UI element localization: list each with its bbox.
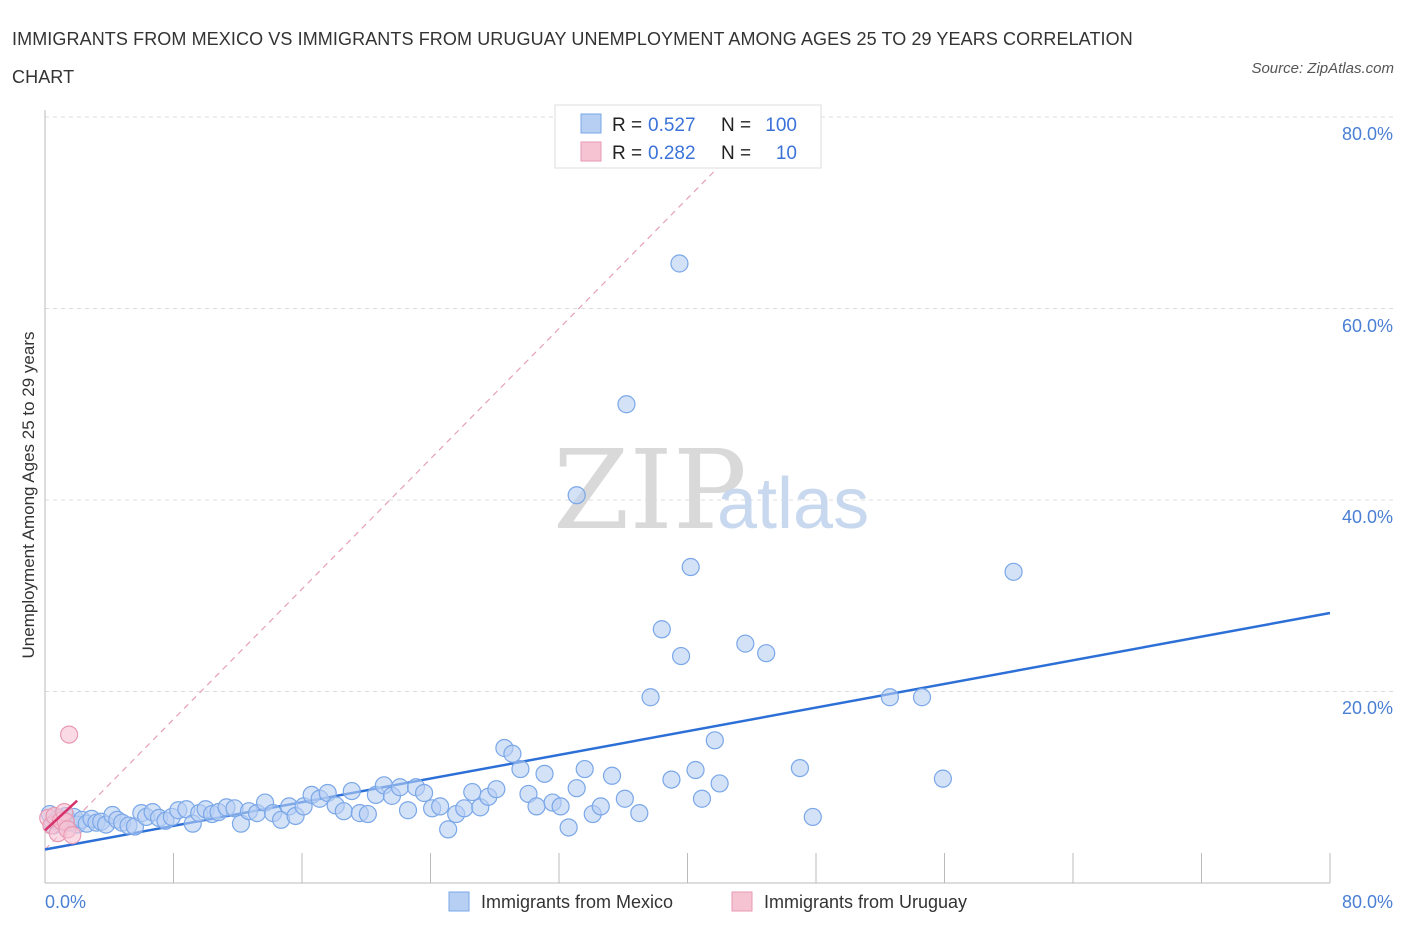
stats-n-value-uruguay: 10 — [776, 143, 797, 164]
point-mexico — [487, 780, 506, 799]
chart-title: IMMIGRANTS FROM MEXICO VS IMMIGRANTS FRO… — [12, 29, 1133, 87]
point-mexico — [575, 759, 594, 779]
grid-lines — [45, 116, 1393, 692]
point-uruguay — [63, 826, 82, 845]
point-mexico — [933, 769, 952, 788]
point-mexico — [681, 557, 700, 577]
point-mexico — [455, 799, 474, 818]
point-mexico — [390, 778, 410, 797]
point-mexico — [662, 770, 681, 789]
stats-n-label-mexico: N = — [721, 115, 751, 136]
point-mexico — [398, 801, 418, 820]
point-mexico — [567, 486, 586, 505]
y-tick-labels: 20.0% 40.0% 60.0% 80.0% — [1342, 124, 1393, 718]
y-tick-label-20: 20.0% — [1342, 698, 1393, 718]
point-mexico — [567, 779, 586, 798]
legend: Immigrants from Mexico Immigrants from U… — [448, 891, 967, 912]
point-mexico — [527, 797, 546, 816]
point-mexico — [358, 804, 377, 824]
x-tick-label-min: 0.0% — [45, 892, 86, 912]
point-mexico — [439, 820, 458, 839]
legend-label-uruguay: Immigrants from Uruguay — [764, 892, 967, 912]
point-mexico — [736, 634, 755, 653]
series-uruguay-points — [39, 725, 82, 845]
point-mexico — [705, 731, 724, 750]
point-mexico — [790, 758, 810, 778]
stats-r-label-mexico: R = — [612, 115, 642, 136]
point-mexico — [503, 744, 522, 763]
point-mexico — [652, 620, 671, 639]
point-mexico — [334, 802, 353, 821]
stats-r-value-mexico: 0.527 — [648, 115, 696, 136]
point-mexico — [641, 688, 660, 707]
watermark-zip: ZIP — [553, 426, 747, 554]
stats-n-label-uruguay: N = — [721, 143, 751, 164]
point-mexico — [880, 688, 899, 707]
point-uruguay — [59, 725, 79, 744]
point-mexico — [686, 760, 705, 780]
x-tick-marks — [44, 853, 1331, 883]
y-tick-label-80: 80.0% — [1342, 124, 1393, 144]
point-mexico — [602, 766, 622, 785]
point-mexico — [615, 789, 634, 808]
stats-box: R = 0.527 N = 100 R = 0.282 N = 10 — [554, 104, 822, 169]
point-mexico — [431, 797, 450, 816]
stats-swatch-mexico — [580, 113, 602, 134]
point-mexico — [463, 782, 482, 802]
point-mexico — [1004, 562, 1023, 581]
series-mexico-points — [40, 254, 1023, 839]
legend-swatch-mexico — [448, 891, 470, 912]
point-mexico — [591, 797, 610, 816]
stats-swatch-uruguay — [580, 141, 602, 162]
legend-swatch-uruguay — [731, 891, 753, 912]
legend-label-mexico: Immigrants from Mexico — [481, 892, 673, 912]
point-mexico — [912, 688, 932, 707]
point-mexico — [630, 804, 649, 823]
point-mexico — [670, 254, 689, 273]
point-mexico — [551, 797, 570, 816]
y-tick-label-60: 60.0% — [1342, 316, 1393, 336]
y-tick-label-40: 40.0% — [1342, 507, 1393, 527]
point-mexico — [342, 781, 361, 801]
x-tick-label-max: 80.0% — [1342, 892, 1393, 912]
point-mexico — [692, 789, 712, 808]
point-mexico — [559, 818, 578, 837]
point-mexico — [414, 783, 434, 803]
stats-n-value-mexico: 100 — [765, 115, 797, 136]
watermark-atlas: atlas — [717, 464, 869, 544]
point-mexico — [535, 764, 554, 783]
point-mexico — [511, 759, 530, 779]
stats-r-label-uruguay: R = — [612, 143, 642, 164]
point-mexico — [710, 774, 729, 793]
source-label: Source: ZipAtlas.com — [1251, 60, 1394, 77]
point-mexico — [671, 646, 691, 666]
point-mexico — [757, 644, 776, 663]
point-mexico — [803, 807, 822, 827]
stats-r-value-uruguay: 0.282 — [648, 143, 696, 164]
point-mexico — [617, 395, 636, 414]
y-axis-label: Unemployment Among Ages 25 to 29 years — [19, 332, 38, 659]
trend-line-uruguay — [44, 799, 78, 832]
